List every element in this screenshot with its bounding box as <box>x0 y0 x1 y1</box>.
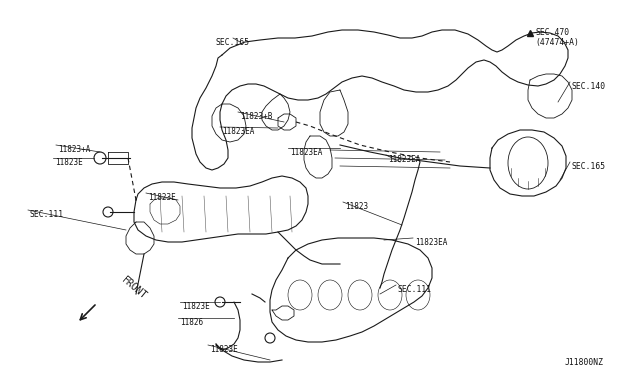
Text: J11800NZ: J11800NZ <box>565 358 604 367</box>
Text: 11823EA: 11823EA <box>222 127 254 136</box>
Text: FRONT: FRONT <box>120 275 149 301</box>
Text: 11823E: 11823E <box>182 302 210 311</box>
Text: SEC.165: SEC.165 <box>572 162 606 171</box>
Text: 11826: 11826 <box>180 318 203 327</box>
Text: 11823: 11823 <box>345 202 368 211</box>
Text: SEC.111: SEC.111 <box>398 285 432 294</box>
Text: 11823EA: 11823EA <box>415 238 447 247</box>
Text: 11823E: 11823E <box>55 158 83 167</box>
Text: 11823EA: 11823EA <box>388 155 420 164</box>
Text: 11823E: 11823E <box>148 193 176 202</box>
Text: SEC.140: SEC.140 <box>572 82 606 91</box>
Text: 11823E: 11823E <box>210 345 237 354</box>
Text: SEC.165: SEC.165 <box>215 38 249 47</box>
Text: SEC.470
(47474+A): SEC.470 (47474+A) <box>535 28 579 47</box>
Text: SEC.111: SEC.111 <box>30 210 64 219</box>
Text: 11823+A: 11823+A <box>58 145 90 154</box>
Text: 11823+B: 11823+B <box>240 112 273 121</box>
Text: 11823EA: 11823EA <box>290 148 323 157</box>
